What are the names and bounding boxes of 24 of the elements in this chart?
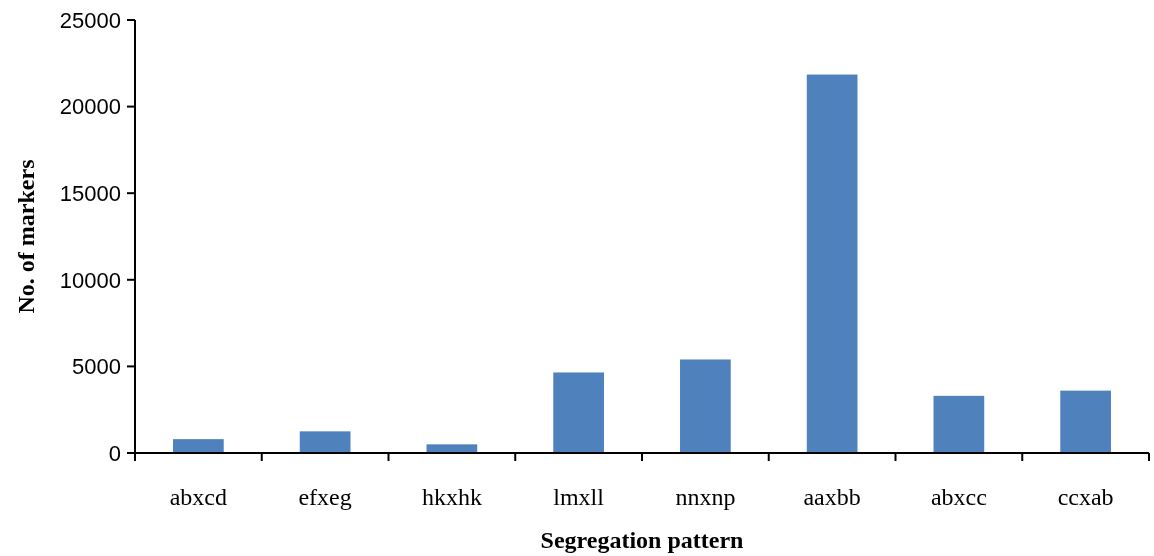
- x-axis-title: Segregation pattern: [540, 527, 744, 553]
- y-tick-label: 10000: [59, 267, 121, 293]
- y-tick-label: 15000: [59, 180, 121, 206]
- x-tick-label: lmxll: [553, 484, 605, 510]
- bar: [426, 444, 478, 453]
- bar: [553, 372, 604, 453]
- y-tick-label: 0: [108, 440, 121, 466]
- x-tick-label: hkxhk: [421, 484, 482, 510]
- bar: [1060, 390, 1111, 453]
- bar: [299, 431, 351, 453]
- y-tick-label: 25000: [59, 7, 121, 33]
- x-tick-label: efxeg: [298, 484, 352, 510]
- x-tick-label: aaxbb: [803, 484, 861, 510]
- bar: [680, 359, 731, 453]
- bar: [806, 74, 858, 453]
- x-tick-label: nnxnp: [675, 484, 736, 510]
- bar: [173, 439, 224, 453]
- y-tick-label: 20000: [59, 94, 121, 120]
- x-tick-label: abxcc: [930, 484, 987, 510]
- x-tick-label: abxcd: [169, 484, 228, 510]
- x-tick-label: ccxab: [1057, 484, 1114, 510]
- bar: [933, 395, 985, 453]
- y-tick-label: 5000: [72, 354, 121, 380]
- y-axis-title: No. of markers: [13, 159, 39, 314]
